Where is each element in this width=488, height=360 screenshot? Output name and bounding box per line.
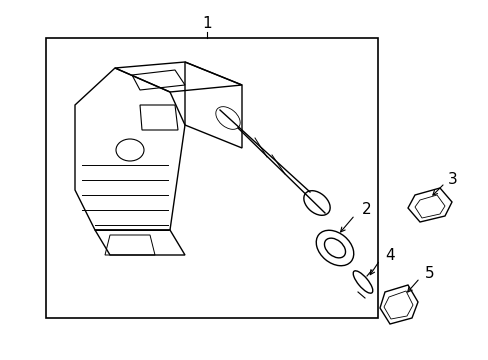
Text: 2: 2	[361, 202, 371, 217]
Bar	[46, 38, 377, 318]
Text: 3: 3	[447, 171, 457, 186]
Text: 5: 5	[424, 266, 434, 282]
Text: 1: 1	[202, 17, 211, 31]
Text: 4: 4	[384, 248, 394, 262]
